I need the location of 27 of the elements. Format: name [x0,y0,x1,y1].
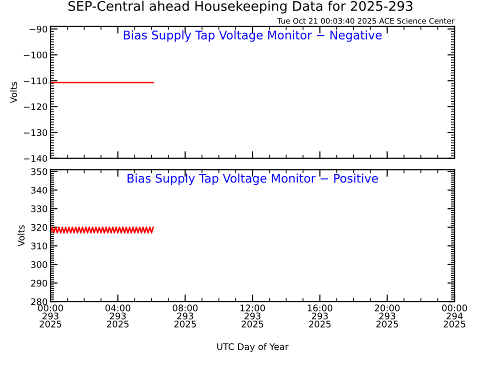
y-tick-label: 290 [31,280,48,287]
x-tick-label: 12:00 293 2025 [240,304,265,328]
y-tick-label: −130 [24,129,48,136]
y-tick-label: −140 [24,155,48,162]
y-tick-label: −110 [24,77,48,84]
y-tick-label: 280 [31,298,48,306]
y-tick-label: 330 [31,205,48,212]
text: SEP-Central ahead Housekeeping Data for 2025-293 [68,0,412,14]
y-tick-label: 310 [31,242,48,250]
y-axis-title: Volts [10,82,18,104]
y-axis-title: Volts [18,225,25,246]
x-tick-label: 04:00 293 2025 [105,304,130,328]
y-tick-label: −100 [24,52,48,58]
x-tick-label: 08:00 293 2025 [172,304,198,328]
y-tick-label: 300 [31,261,48,268]
y-tick-label: −120 [24,103,48,110]
y-tick-label: 350 [31,168,48,176]
chart-title: Bias Supply Tap Voltage Monitor − Positive [128,174,378,186]
x-tick-label: 00:00 293 2025 [38,304,63,328]
y-tick-label: −90 [30,26,48,33]
x-tick-label: 20:00 293 2025 [374,304,400,328]
y-tick-label: 320 [31,224,48,231]
chart-title: Bias Supply Tap Voltage Monitor − Negative [124,30,382,42]
y-tick-label: 340 [31,186,48,194]
x-tick-label: 16:00 293 2025 [308,304,332,328]
x-tick-label: 00:00 294 2025 [442,304,467,328]
x-axis-title: UTC Day of Year [217,343,289,352]
